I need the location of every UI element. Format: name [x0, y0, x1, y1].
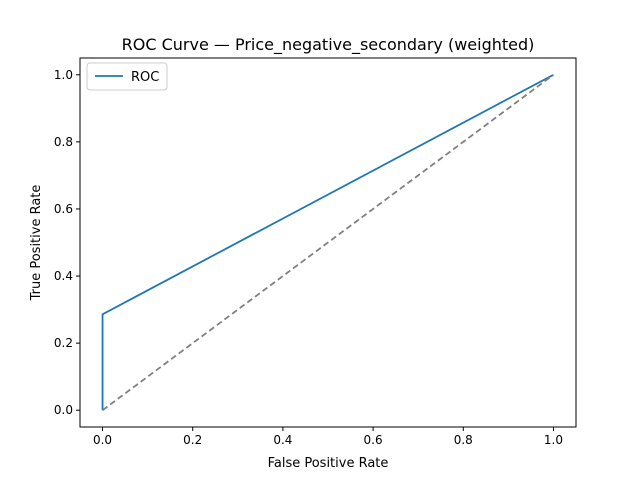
chance-diagonal-line	[102, 74, 554, 411]
chart-title: ROC Curve — Price_negative_secondary (we…	[122, 35, 535, 55]
legend-box	[86, 62, 168, 91]
plot-frame	[79, 57, 577, 428]
x-tick-label: 0.8	[454, 433, 473, 447]
x-tick-label: 1.0	[544, 433, 563, 447]
x-axis-ticks: 0.0 0.2 0.4 0.6 0.8 1.0	[93, 427, 563, 447]
series-layer	[101, 73, 554, 411]
y-tick-label: 0.0	[54, 403, 73, 417]
x-tick-label: 0.6	[364, 433, 383, 447]
y-axis-label: True Positive Rate	[29, 185, 44, 302]
roc-curve-line	[101, 73, 554, 411]
y-tick-label: 0.2	[54, 336, 73, 350]
x-tick-label: 0.0	[93, 433, 112, 447]
y-axis-ticks: 0.0 0.2 0.4 0.6 0.8 1.0	[54, 68, 80, 417]
legend: ROC	[86, 62, 168, 91]
y-tick-label: 1.0	[54, 68, 73, 82]
y-tick-label: 0.6	[54, 202, 73, 216]
legend-label-roc: ROC	[131, 70, 159, 85]
y-tick-label: 0.8	[54, 135, 73, 149]
y-tick-label: 0.4	[54, 269, 73, 283]
x-tick-label: 0.2	[183, 433, 202, 447]
x-tick-label: 0.4	[273, 433, 292, 447]
x-axis-label: False Positive Rate	[268, 456, 389, 471]
